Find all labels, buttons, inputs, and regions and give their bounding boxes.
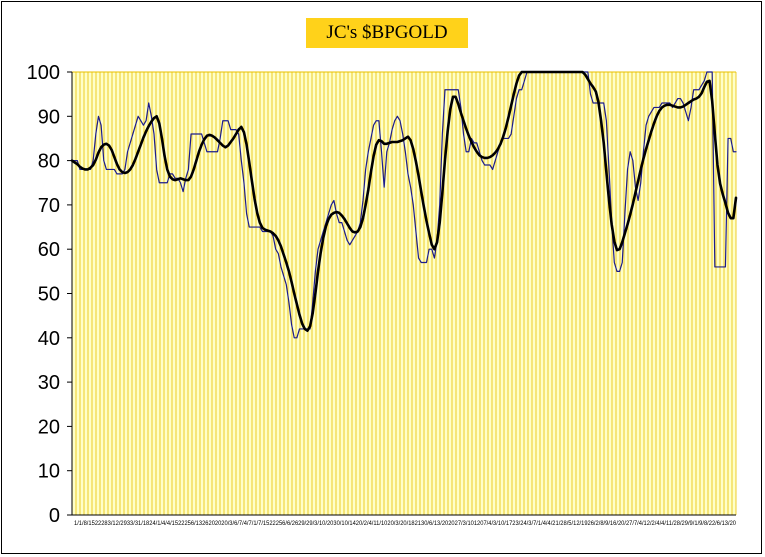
x-tick-labels: 1/1/8/1522283/12/2933/31/1824/1/4/4/1522… [74,521,737,527]
y-tick-label: 80 [38,151,60,173]
y-tick-label: 50 [38,284,60,306]
y-tick-label: 90 [38,106,60,128]
chart-title: JC's $BPGOLD [306,18,468,48]
y-tick-label: 40 [38,328,60,350]
series-line-raw [71,71,737,339]
y-axis: 0 10 20 30 40 50 60 70 80 90 100 [27,62,72,527]
y-tick-label: 30 [38,372,60,394]
y-tick-label: 100 [27,62,60,84]
y-tick-label: 0 [49,505,60,527]
y-tick-label: 60 [38,239,60,261]
y-tick-label: 70 [38,195,60,217]
y-tick-label: 20 [38,416,60,438]
series-group [70,70,738,339]
y-tick-label: 10 [38,461,60,483]
series-line-smoothed [70,70,738,333]
